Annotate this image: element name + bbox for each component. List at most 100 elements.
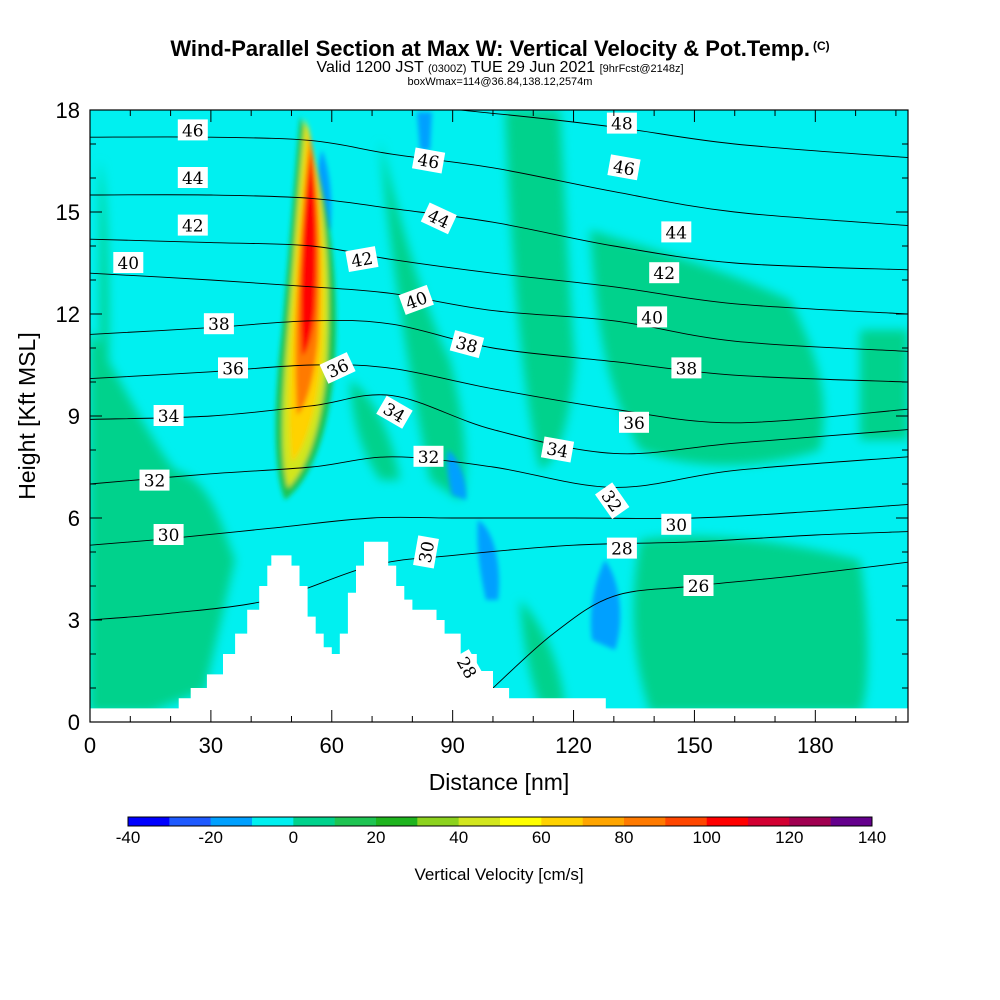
valid-date: TUE 29 Jun 2021 [470,59,596,76]
contour-label-text: 42 [350,249,375,272]
contour-label-box [420,202,457,235]
downdraft-east [590,560,621,650]
contour-label-box [606,537,637,559]
contour-label-box [661,221,692,243]
contour-label-42: 42 [649,262,680,284]
contour-label-text: 36 [623,414,645,434]
contour-label-30: 30 [413,535,439,569]
contour-label-text: 48 [611,115,633,135]
downdraft-lower [477,520,500,600]
contour-label-26: 26 [683,575,714,597]
contour-label-text: 42 [182,217,204,237]
contour-label-text: 38 [208,315,230,335]
theta-contour-46 [90,136,908,227]
contour-label-text: 32 [418,448,440,468]
x-tick-label: 0 [84,733,96,758]
main-updraft-core [275,116,336,500]
terrain-mask [90,541,908,722]
contour-label-box [203,313,234,335]
contour-label-text: 46 [416,150,441,173]
contour-label-text: 36 [222,359,244,379]
contour-label-40: 40 [113,252,144,274]
contour-label-44: 44 [661,221,692,243]
colorbar-swatch [376,817,418,826]
contour-label-38: 38 [671,357,702,379]
theta-contour-42 [90,238,908,315]
colorbar-swatch [334,817,377,826]
contour-label-text: 46 [182,121,204,141]
contour-label-text: 44 [182,169,204,189]
contour-label-box [449,330,485,359]
updraft-streak-mid [350,380,400,480]
contour-label-box [607,154,641,181]
contour-label-30: 30 [661,513,692,536]
contour-label-box [398,284,434,315]
colorbar-swatch [789,817,831,826]
contour-label-42: 42 [177,214,208,237]
theta-contour-44 [90,194,908,271]
colorbar-swatch [665,817,707,826]
colorbar-frame [127,816,873,827]
updraft-band-upper-east [590,230,824,465]
contour-label-box [595,482,630,520]
y-tick-label: 18 [56,98,80,123]
contour-label-32: 32 [139,469,170,492]
x-tick-labels: 0 30 60 90 120 150 180 [84,733,834,758]
contour-label-text: 30 [158,526,180,546]
contour-label-box [345,246,379,273]
y-tick-label: 15 [56,200,80,225]
downdraft-areas [315,112,621,650]
updraft-area-west [90,330,235,712]
contour-label-text: 28 [611,540,633,560]
contour-label-box [177,119,208,141]
theta-contour-48 [455,110,908,159]
y-tick-label: 3 [68,608,80,633]
colorbar-swatch [624,817,666,826]
colorbar-tick-label: -40 [116,828,141,847]
colorbar-swatch [458,817,501,826]
contour-label-30: 30 [153,524,184,546]
contour-label-box [139,469,170,491]
contour-label-box [177,214,208,236]
colorbar-label: Vertical Velocity [cm/s] [414,865,583,884]
chart-title: Wind-Parallel Section at Max W: Vertical… [0,36,1000,62]
theta-contour-34 [90,394,908,455]
x-tick-label: 90 [440,733,464,758]
contour-label-40: 40 [398,284,434,315]
contour-label-text: 42 [653,264,675,284]
x-tick-label: 150 [676,733,713,758]
contour-label-38: 38 [203,313,234,335]
contour-label-text: 38 [676,359,698,379]
contour-labels: 46 44 42 40 38 36 34 32 30 46 44 42 40 38 36 34 32 30 28 48… [113,112,714,686]
contour-label-box [113,252,144,273]
contour-label-48: 48 [606,112,637,135]
forecast-info: [9hrFcst@2148z] [599,63,684,75]
y-tick-label: 6 [68,506,80,531]
contour-label-46: 46 [177,119,208,141]
colorbar-tick-label: 20 [367,828,386,847]
contour-label-box [683,575,714,596]
colorbar-swatch [706,817,749,826]
contour-label-box [661,513,692,535]
contour-label-box [153,524,184,545]
colorbar-tick-label: 80 [615,828,634,847]
contour-label-text: 40 [117,254,139,274]
colorbar-swatch [830,817,873,826]
colorbar-tick-label: 120 [775,828,803,847]
colorbar-tick-label: 100 [693,828,721,847]
updraft-strip-edge [100,160,109,440]
theta-contour-28 [90,531,908,621]
contour-label-46: 46 [411,147,446,174]
colorbar-swatch [252,817,294,826]
downdraft-top [417,112,432,150]
x-tick-label: 30 [199,733,223,758]
colorbar-tick-labels: -40 -20 0 20 40 60 80 100 120 140 [116,828,886,847]
contour-label-box [619,411,649,433]
core-band-red [300,150,317,355]
contour-label-28: 28 [606,537,637,560]
contour-label-box [411,147,446,174]
theta-contour-40 [90,272,908,352]
x-tick-label: 60 [320,733,344,758]
colorbar-tick-label: 0 [289,828,298,847]
axis-ticks [89,109,908,723]
